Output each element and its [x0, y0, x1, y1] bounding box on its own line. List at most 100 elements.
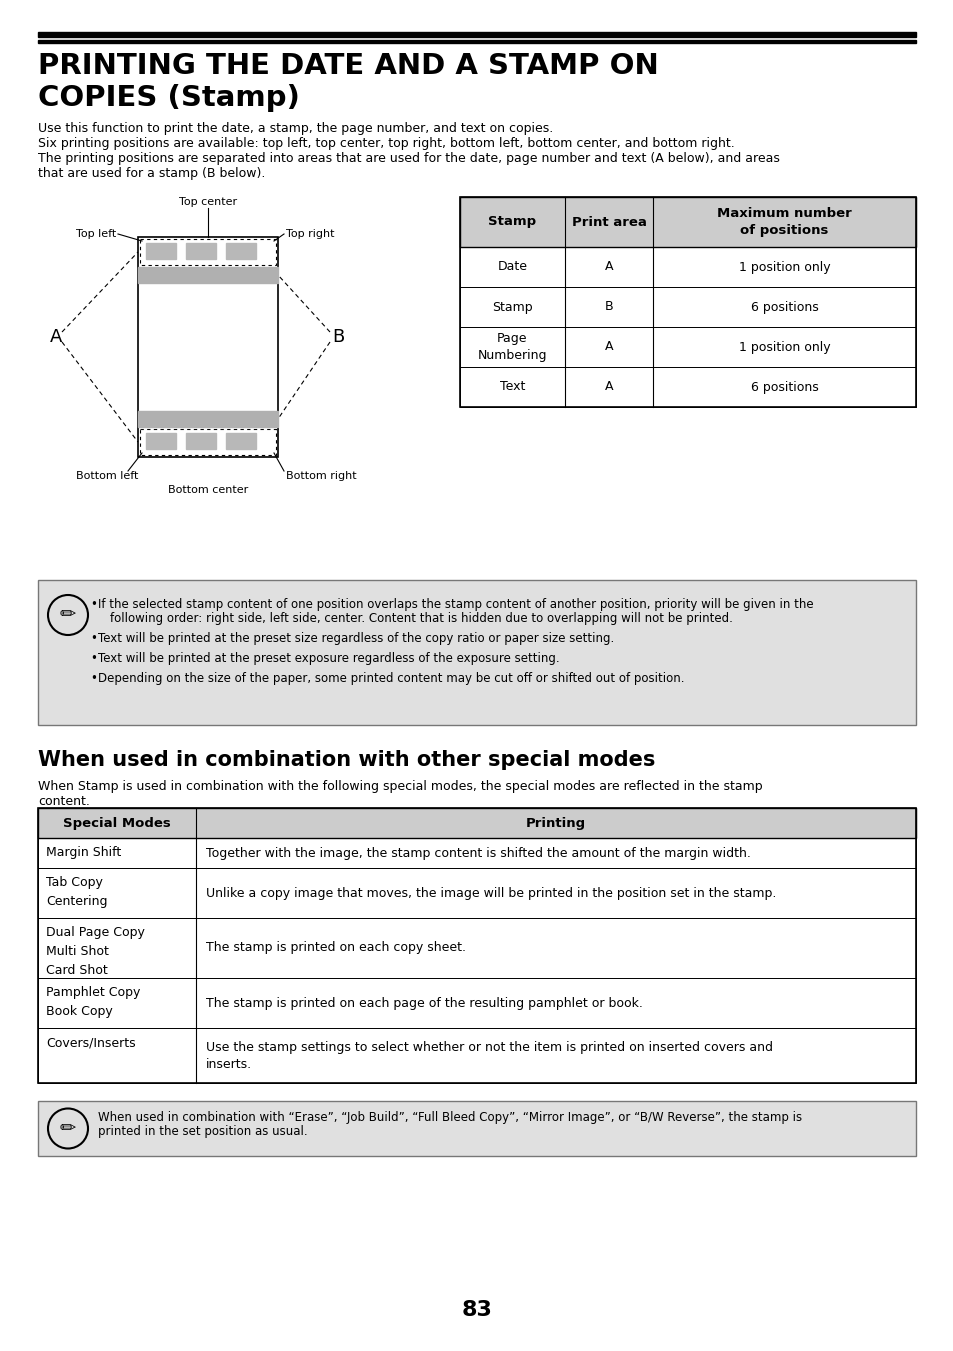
Bar	[459, 367, 564, 407]
Text: Covers/Inserts: Covers/Inserts	[46, 1036, 135, 1048]
Text: The stamp is printed on each copy sheet.: The stamp is printed on each copy sheet.	[206, 942, 465, 955]
Text: ✏: ✏	[60, 1119, 76, 1138]
Bar	[195, 838, 915, 867]
Text: Together with the image, the stamp content is shifted the amount of the margin w: Together with the image, the stamp conte…	[206, 847, 750, 859]
Text: Dual Page Copy
Multi Shot
Card Shot: Dual Page Copy Multi Shot Card Shot	[46, 925, 145, 977]
Text: •: •	[90, 632, 97, 644]
Text: Six printing positions are available: top left, top center, top right, bottom le: Six printing positions are available: to…	[38, 136, 734, 150]
Text: ✏: ✏	[60, 605, 76, 624]
Text: Stamp: Stamp	[488, 216, 536, 228]
Bar	[38, 917, 195, 978]
Text: A: A	[604, 381, 613, 393]
Text: Top right: Top right	[286, 230, 335, 239]
Text: If the selected stamp content of one position overlaps the stamp content of anot: If the selected stamp content of one pos…	[98, 598, 813, 611]
Bar	[226, 243, 255, 259]
Bar	[38, 41, 915, 43]
Bar	[38, 978, 195, 1028]
Text: Bottom right: Bottom right	[286, 471, 356, 481]
Text: Date: Date	[497, 261, 527, 273]
Bar	[195, 978, 915, 1028]
Bar	[459, 247, 564, 286]
Bar	[38, 580, 915, 725]
Text: 6 positions: 6 positions	[750, 381, 818, 393]
Text: Top left: Top left	[76, 230, 116, 239]
Bar	[564, 327, 652, 367]
Text: Bottom left: Bottom left	[76, 471, 138, 481]
Text: Bottom center: Bottom center	[168, 485, 248, 494]
Bar	[140, 239, 275, 265]
Bar	[186, 243, 215, 259]
Bar	[38, 1101, 915, 1156]
Bar	[195, 917, 915, 978]
Bar	[652, 247, 915, 286]
Bar	[652, 367, 915, 407]
Text: •: •	[90, 671, 97, 685]
Text: The printing positions are separated into areas that are used for the date, page: The printing positions are separated int…	[38, 153, 779, 165]
Text: Pamphlet Copy
Book Copy: Pamphlet Copy Book Copy	[46, 986, 140, 1019]
Text: Depending on the size of the paper, some printed content may be cut off or shift: Depending on the size of the paper, some…	[98, 671, 684, 685]
Bar	[138, 411, 277, 427]
Text: printed in the set position as usual.: printed in the set position as usual.	[98, 1125, 307, 1138]
Text: When Stamp is used in combination with the following special modes, the special : When Stamp is used in combination with t…	[38, 780, 761, 793]
Text: Maximum number
of positions: Maximum number of positions	[717, 207, 851, 236]
Text: Print area: Print area	[571, 216, 646, 228]
Text: When used in combination with “Erase”, “Job Build”, “Full Bleed Copy”, “Mirror I: When used in combination with “Erase”, “…	[98, 1111, 801, 1124]
Text: following order: right side, left side, center. Content that is hidden due to ov: following order: right side, left side, …	[110, 612, 732, 626]
Text: 83: 83	[461, 1300, 492, 1320]
Bar	[38, 808, 915, 1084]
Text: When used in combination with other special modes: When used in combination with other spec…	[38, 750, 655, 770]
Text: Text will be printed at the preset size regardless of the copy ratio or paper si: Text will be printed at the preset size …	[98, 632, 614, 644]
Bar	[226, 434, 255, 449]
Text: content.: content.	[38, 794, 90, 808]
Bar	[459, 327, 564, 367]
Bar	[38, 867, 195, 917]
Bar	[459, 197, 915, 247]
Bar	[459, 197, 915, 407]
Bar	[138, 267, 277, 282]
Text: 1 position only: 1 position only	[738, 340, 829, 354]
Text: Text will be printed at the preset exposure regardless of the exposure setting.: Text will be printed at the preset expos…	[98, 653, 559, 665]
Text: A: A	[604, 340, 613, 354]
Text: 1 position only: 1 position only	[738, 261, 829, 273]
Text: PRINTING THE DATE AND A STAMP ON: PRINTING THE DATE AND A STAMP ON	[38, 51, 659, 80]
Text: Use this function to print the date, a stamp, the page number, and text on copie: Use this function to print the date, a s…	[38, 122, 553, 135]
Text: Special Modes: Special Modes	[63, 816, 171, 830]
Bar	[140, 430, 275, 455]
Bar	[38, 808, 915, 838]
Text: •: •	[90, 653, 97, 665]
Text: that are used for a stamp (B below).: that are used for a stamp (B below).	[38, 168, 265, 180]
Text: B: B	[332, 328, 344, 346]
Text: A: A	[50, 328, 62, 346]
Bar	[564, 367, 652, 407]
Text: COPIES (Stamp): COPIES (Stamp)	[38, 84, 299, 112]
Bar	[652, 327, 915, 367]
Bar	[652, 286, 915, 327]
Bar	[195, 1028, 915, 1084]
Text: Use the stamp settings to select whether or not the item is printed on inserted : Use the stamp settings to select whether…	[206, 1040, 772, 1070]
Bar	[146, 243, 175, 259]
Text: Tab Copy
Centering: Tab Copy Centering	[46, 875, 108, 908]
Text: 6 positions: 6 positions	[750, 300, 818, 313]
Text: Printing: Printing	[525, 816, 585, 830]
Bar	[186, 434, 215, 449]
Bar	[38, 838, 195, 867]
Bar	[38, 32, 915, 36]
Text: Top center: Top center	[179, 197, 236, 207]
Text: Text: Text	[499, 381, 525, 393]
Bar	[564, 286, 652, 327]
Bar	[38, 1028, 195, 1084]
Text: A: A	[604, 261, 613, 273]
Bar	[459, 197, 915, 247]
Text: The stamp is printed on each page of the resulting pamphlet or book.: The stamp is printed on each page of the…	[206, 997, 642, 1009]
Bar	[146, 434, 175, 449]
Bar	[195, 867, 915, 917]
Text: B: B	[604, 300, 613, 313]
Text: Stamp: Stamp	[492, 300, 533, 313]
Bar	[38, 808, 915, 838]
Text: Page
Numbering: Page Numbering	[477, 332, 547, 362]
Bar	[564, 247, 652, 286]
Text: Margin Shift: Margin Shift	[46, 846, 121, 859]
Text: Unlike a copy image that moves, the image will be printed in the position set in: Unlike a copy image that moves, the imag…	[206, 886, 776, 900]
Bar	[459, 286, 564, 327]
Text: •: •	[90, 598, 97, 611]
